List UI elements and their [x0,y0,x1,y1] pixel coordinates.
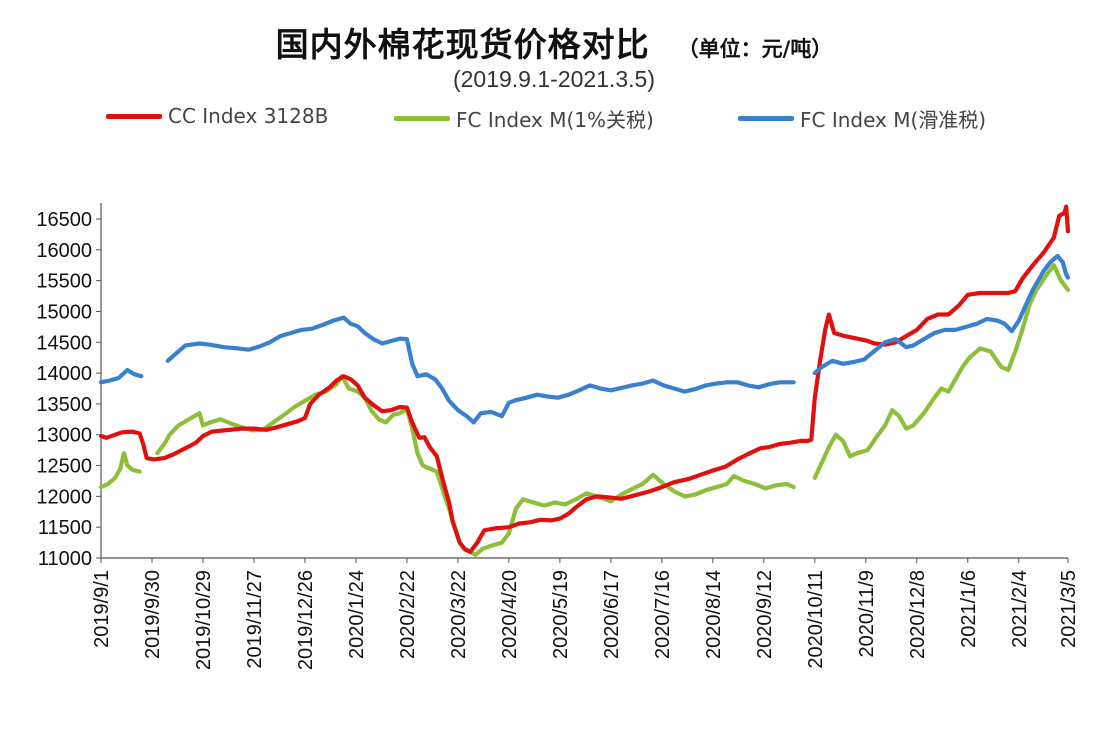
chart-title-row: 国内外棉花现货价格对比 （单位：元/吨） [0,18,1108,66]
y-tick-label: 12000 [36,486,92,508]
y-tick-label: 13500 [36,394,92,416]
y-tick-label: 14000 [36,363,92,385]
series-line-cc-index [98,204,1071,554]
x-tick-label: 2019/10/29 [193,570,215,670]
x-tick-label: 2020/4/20 [499,570,521,659]
x-tick-label: 2020/2/22 [397,570,419,659]
x-axis-ticks: 2019/9/1 2019/9/30 2019/10/29 2019/11/27 201… [91,558,1080,670]
chart-unit: （单位：元/吨） [677,37,833,61]
x-tick-label: 2021/2/4 [1009,570,1031,648]
legend-label-fc-index-tariff: FC Index M(1%关税) [456,108,654,132]
y-axis-ticks: 11000 11500 12000 12500 13000 13500 14000 14500… [36,209,101,570]
x-tick-label: 2019/9/30 [142,570,164,659]
legend-item-fc-index-tariff: FC Index M(1%关税) [394,104,654,133]
chart-legend: CC Index 3128B FC Index M(1%关税) FC Index… [0,104,1108,132]
legend-item-cc-index: CC Index 3128B [106,104,328,128]
x-tick-label: 2020/1/24 [346,570,368,659]
chart-subtitle: (2019.9.1-2021.3.5) [452,66,656,92]
x-tick-label: 2019/9/1 [91,570,113,648]
legend-label-cc-index: CC Index 3128B [168,104,329,128]
legend-item-fc-index-sliding: FC Index M(滑准税) [738,104,986,133]
x-tick-label: 2021/1/6 [958,570,980,648]
x-tick-label: 2020/9/12 [754,570,776,659]
x-tick-label: 2019/11/27 [244,570,266,669]
y-tick-label: 16000 [36,240,92,262]
legend-swatch-fc-index-sliding [738,116,794,121]
series-line-fc-index-sliding [98,253,1071,425]
y-tick-label: 15500 [36,271,92,293]
y-tick-label: 14500 [36,332,92,354]
y-tick-label: 12500 [36,456,92,478]
y-tick-label: 11000 [38,548,92,570]
x-tick-label: 2020/5/19 [550,570,572,659]
legend-swatch-cc-index [106,113,162,119]
series-line-fc-index-tariff [98,263,1071,557]
y-tick-label: 11500 [38,517,92,539]
chart-title: 国内外棉花现货价格对比 [275,25,650,64]
y-tick-label: 16500 [36,209,92,231]
y-tick-label: 15000 [36,301,92,323]
x-tick-label: 2019/12/26 [295,570,317,670]
x-tick-label: 2020/7/16 [652,570,674,659]
legend-swatch-fc-index-tariff [394,116,450,121]
chart-axes [100,203,1068,559]
x-tick-label: 2021/3/5 [1058,570,1080,648]
x-tick-label: 2020/11/9 [856,570,878,658]
x-tick-label: 2020/8/14 [703,570,725,659]
x-tick-label: 2020/12/8 [907,570,929,659]
chart-series-layer [98,204,1071,557]
x-tick-label: 2020/6/17 [601,570,623,659]
y-tick-label: 13000 [36,425,92,447]
x-tick-label: 2020/10/11 [805,570,827,669]
legend-label-fc-index-sliding: FC Index M(滑准税) [800,108,987,132]
x-tick-label: 2020/3/22 [448,570,470,659]
